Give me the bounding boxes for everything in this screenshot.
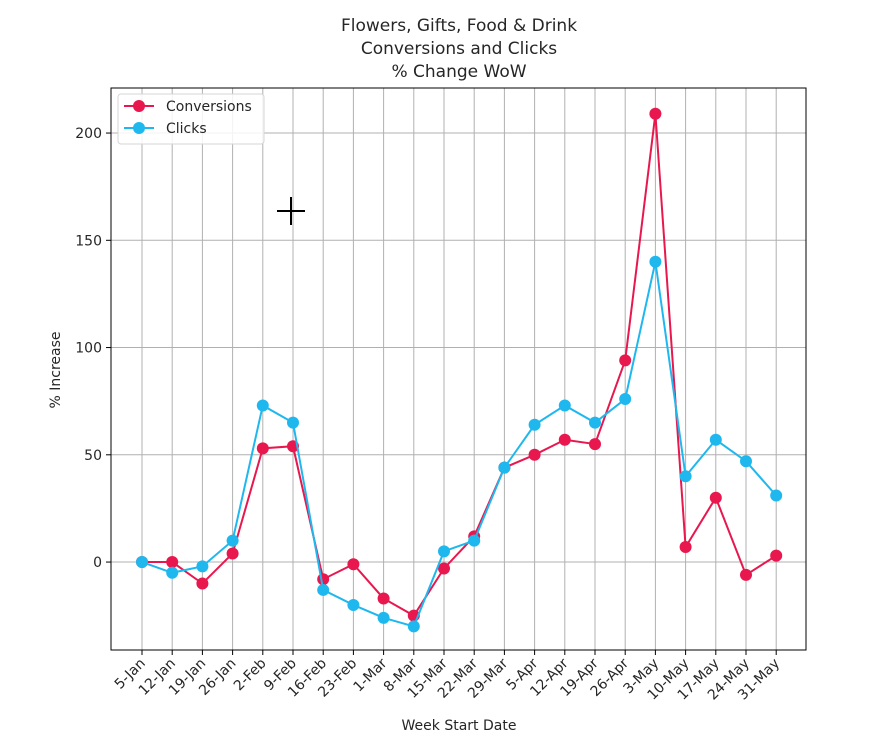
y-tick-label: 100 xyxy=(75,341,102,357)
data-point xyxy=(558,399,571,412)
legend[interactable]: Conversions Clicks xyxy=(117,93,265,145)
x-tick-label: 1-Mar xyxy=(351,655,391,695)
data-point xyxy=(589,416,601,429)
series-line xyxy=(141,261,777,628)
y-tick-label: 200 xyxy=(75,126,102,142)
data-point xyxy=(407,620,420,633)
chart-title-line-2: Conversions and Clicks xyxy=(361,39,557,59)
plot-frame xyxy=(110,87,807,651)
chart-title-line-3: % Change WoW xyxy=(391,62,526,82)
legend-label: Conversions xyxy=(166,99,252,115)
data-point xyxy=(619,393,632,406)
series-line xyxy=(142,113,777,618)
x-axis: 5-Jan12-Jan19-Jan26-Jan2-Feb9-Feb16-Feb2… xyxy=(112,650,783,703)
data-point xyxy=(468,534,481,547)
series-layer xyxy=(136,107,783,633)
data-point xyxy=(770,489,783,502)
legend-marker xyxy=(133,122,145,134)
grid-lines xyxy=(111,88,806,650)
data-point xyxy=(679,541,692,554)
data-point xyxy=(226,534,239,547)
data-point xyxy=(740,568,752,581)
data-point xyxy=(136,556,148,569)
data-point xyxy=(619,354,632,367)
data-point xyxy=(196,560,209,573)
data-point xyxy=(558,433,571,446)
data-point xyxy=(287,416,299,429)
data-point xyxy=(377,592,390,605)
y-axis: 0 50 100 150 200 xyxy=(75,126,111,571)
data-point xyxy=(498,461,511,474)
data-point xyxy=(649,107,662,120)
data-point xyxy=(589,438,601,451)
data-point xyxy=(166,566,179,579)
data-point xyxy=(770,549,783,562)
data-point xyxy=(196,577,209,590)
data-point xyxy=(347,598,360,611)
y-axis-label: % Increase xyxy=(48,332,64,409)
data-point xyxy=(256,442,269,455)
data-point xyxy=(709,491,722,504)
data-point xyxy=(649,255,662,268)
crosshair-cursor-icon xyxy=(277,197,305,225)
data-point xyxy=(317,583,330,596)
x-tick-label: 2-Feb xyxy=(231,655,270,694)
legend-box xyxy=(117,93,265,145)
chart-title: Flowers, Gifts, Food & Drink Conversions… xyxy=(341,16,577,82)
y-tick-label: 150 xyxy=(75,233,102,249)
data-point xyxy=(166,556,179,569)
data-point xyxy=(528,448,541,461)
data-point xyxy=(377,611,390,624)
data-point xyxy=(226,547,239,560)
chart-title-line-1: Flowers, Gifts, Food & Drink xyxy=(341,16,577,36)
data-point xyxy=(740,455,752,468)
x-axis-label: Week Start Date xyxy=(402,718,517,734)
legend-label: Clicks xyxy=(166,121,207,137)
data-point xyxy=(438,562,450,575)
data-point xyxy=(256,399,269,412)
data-point xyxy=(317,573,330,586)
data-point xyxy=(679,470,692,483)
data-point xyxy=(347,558,360,571)
data-point xyxy=(438,545,450,558)
series-clicks xyxy=(136,255,783,633)
legend-marker xyxy=(133,100,145,112)
y-tick-label: 0 xyxy=(93,555,102,571)
data-point xyxy=(709,433,722,446)
data-point xyxy=(528,418,541,431)
y-tick-label: 50 xyxy=(84,448,102,464)
